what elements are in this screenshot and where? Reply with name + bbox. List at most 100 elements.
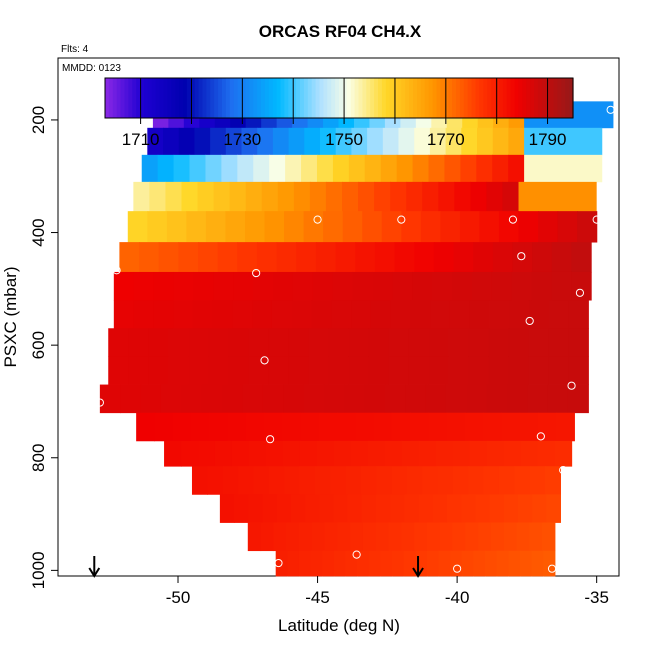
heatmap-cell (508, 550, 521, 577)
heatmap-cell (228, 356, 249, 385)
x-tick-label: -50 (166, 588, 191, 607)
colorbar-segment (537, 78, 543, 118)
heatmap-cell (310, 550, 323, 577)
colorbar-segment (194, 78, 200, 118)
colorbar-segment (370, 78, 375, 118)
heatmap-cell (188, 356, 209, 385)
heatmap-cell (473, 242, 494, 273)
heatmap-cell (157, 154, 175, 183)
heatmap-cell (248, 440, 267, 467)
heatmap-cell (486, 384, 508, 414)
colorbar-segment (444, 78, 449, 118)
heatmap-cell (147, 127, 164, 156)
colorbar-segment (284, 78, 289, 118)
heatmap-cell (345, 550, 358, 577)
colorbar-segment (475, 78, 480, 118)
heatmap-cell (545, 466, 561, 495)
sample-point (606, 105, 615, 114)
colorbar-segment (136, 78, 141, 118)
colorbar-segment (456, 78, 461, 118)
heatmap-cell (483, 466, 500, 495)
heatmap-cell (282, 440, 301, 467)
heatmap-cell (303, 384, 325, 414)
heatmap-cell (531, 550, 544, 577)
heatmap-cell (342, 211, 363, 243)
heatmap-cell (222, 466, 239, 495)
y-tick-label: 1000 (29, 551, 48, 589)
heatmap-cell (531, 271, 552, 301)
heatmap-cell (374, 242, 396, 273)
colorbar-segment (303, 78, 309, 118)
flights-note: Flts: 4 (61, 44, 89, 55)
heatmap-cell (286, 522, 300, 552)
heatmap-cell (508, 127, 525, 156)
colorbar-segment (315, 78, 321, 118)
heatmap-cell (568, 356, 589, 385)
heatmap-cell (288, 356, 309, 385)
heatmap-cell (511, 271, 533, 301)
sample-point (397, 215, 406, 224)
heatmap-cell (225, 211, 246, 243)
heatmap-cell (468, 328, 489, 357)
sample-point (352, 550, 361, 559)
heatmap-cell (388, 328, 409, 357)
colorbar-segment (311, 78, 317, 118)
heatmap-cell (428, 412, 448, 442)
heatmap-cell (492, 154, 509, 183)
colorbar-segment (319, 78, 324, 118)
heatmap-cell (242, 384, 264, 414)
colorbar-segment (366, 78, 371, 118)
heatmap-cell (139, 242, 160, 273)
colorbar-segment (541, 78, 547, 118)
colorbar-segment (502, 78, 508, 118)
heatmap-cell (412, 271, 433, 301)
heatmap-cell (212, 300, 234, 329)
heatmap-cell (201, 384, 223, 414)
heatmap-cell (403, 550, 416, 577)
sample-point (559, 466, 568, 475)
heatmap-cell (466, 384, 488, 414)
heatmap-cell (382, 127, 400, 156)
heatmap-cell (390, 494, 405, 523)
heatmap-cell (269, 154, 286, 183)
sample-point (525, 316, 534, 326)
heatmap-cell (538, 211, 559, 243)
heatmap-cell (391, 412, 411, 442)
heatmap-cell (198, 440, 216, 467)
heatmap-cell (410, 412, 429, 442)
colorbar-segment (354, 78, 360, 118)
colorbar-segment (378, 78, 383, 118)
heatmap-cell (309, 181, 327, 212)
heatmap-cell (268, 328, 289, 357)
heatmap-cell (394, 242, 415, 273)
heatmap-cell (524, 127, 603, 156)
heatmap-cell (516, 522, 530, 552)
heatmap-cell (303, 211, 324, 243)
heatmap-cell (360, 466, 377, 495)
heatmap-cell (207, 466, 224, 495)
heatmap-cell (160, 384, 182, 414)
heatmap-cell (133, 181, 151, 212)
sample-point (313, 215, 322, 224)
heatmap-cell (348, 356, 369, 385)
heatmap-cell (290, 494, 306, 523)
colorbar-tick-label: 1790 (529, 130, 567, 149)
colorbar-segment (257, 78, 262, 118)
colorbar-segment (522, 78, 527, 118)
y-axis-label: PSXC (mbar) (1, 266, 20, 367)
heatmap-cell (351, 300, 372, 329)
heatmap-cell (153, 271, 175, 301)
heatmap-cell (217, 242, 238, 273)
heatmap-cell (512, 242, 533, 273)
heatmap-cell (328, 356, 349, 385)
heatmap-cell (221, 154, 238, 183)
heatmap-cell (173, 154, 191, 183)
y-tick-label: 800 (29, 444, 48, 472)
colorbar-segment (428, 78, 434, 118)
heatmap-cell (428, 328, 449, 357)
heatmap-cell (293, 181, 311, 212)
colorbar-segment (249, 78, 254, 118)
heatmap-cell (465, 522, 479, 552)
heatmap-cell (489, 494, 505, 523)
